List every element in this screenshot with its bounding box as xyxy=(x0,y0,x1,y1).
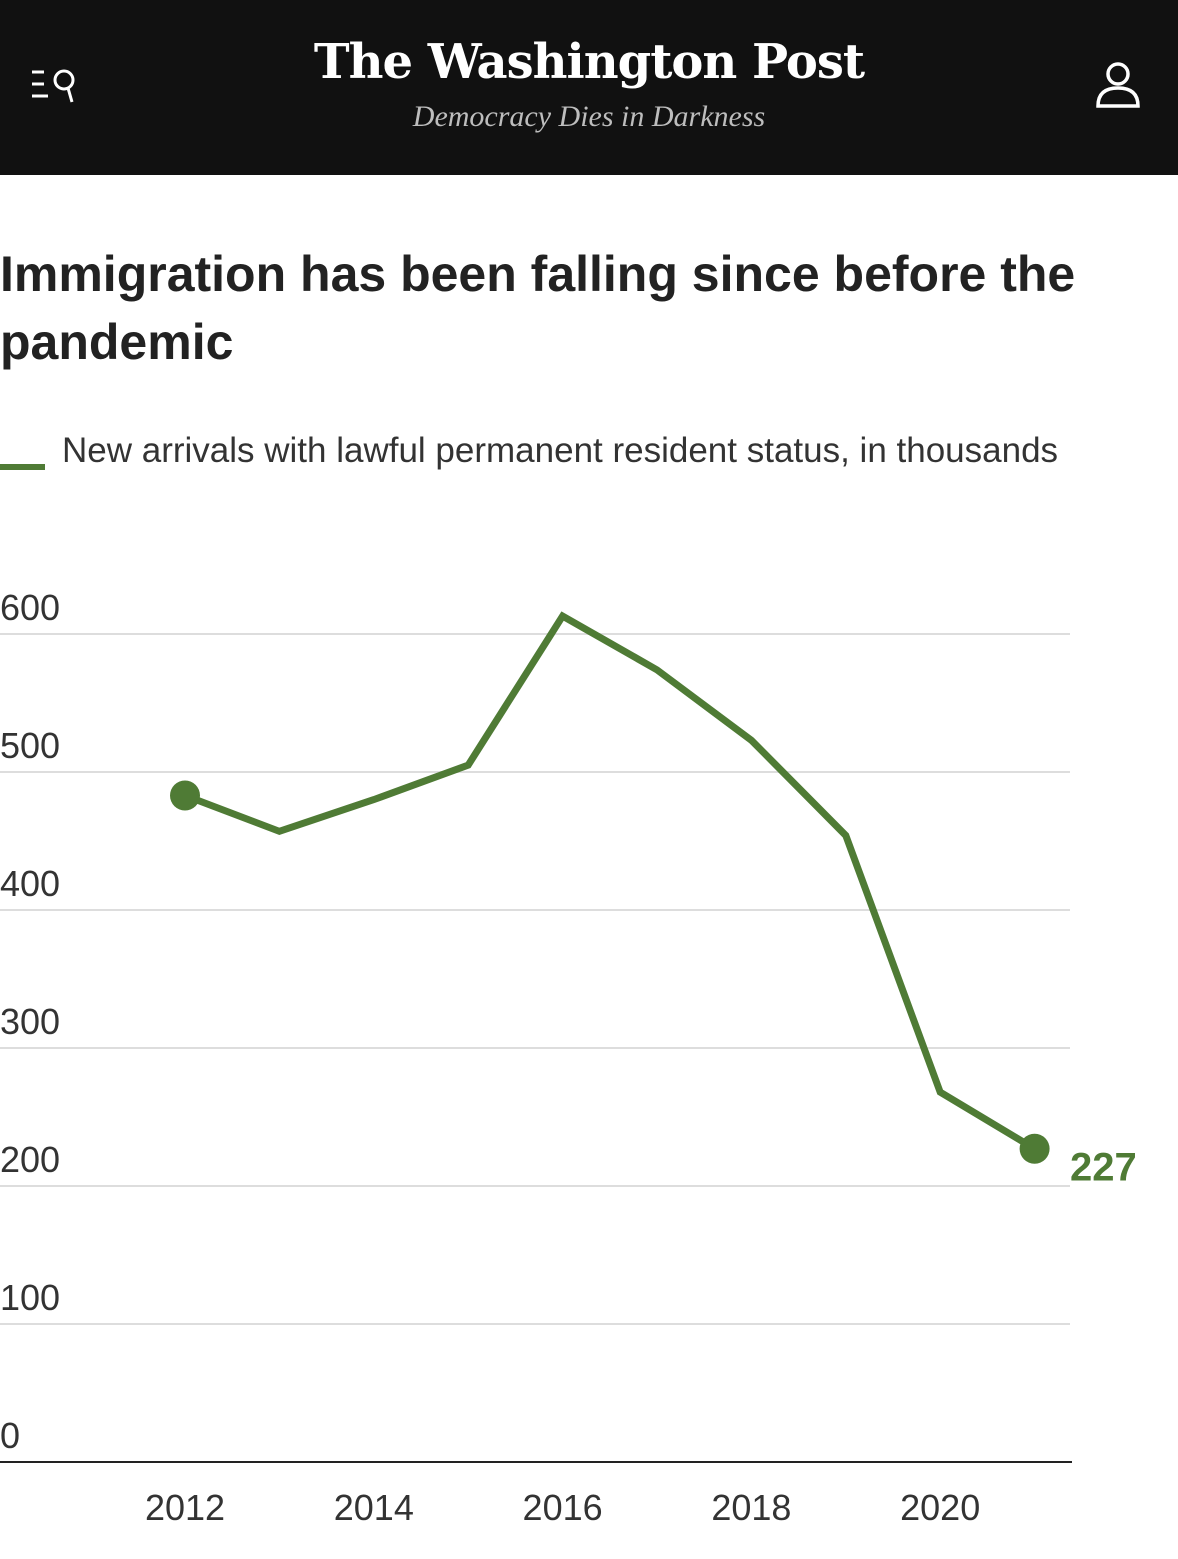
user-account-button[interactable] xyxy=(1094,60,1142,110)
menu-search-button[interactable] xyxy=(28,62,80,106)
chart-title: Immigration has been falling since befor… xyxy=(0,246,1076,370)
x-tick-label: 2012 xyxy=(145,1487,225,1528)
x-tick-label: 2016 xyxy=(523,1487,603,1528)
line-chart: 0 100 200 300 400 500 600 2012 2014 2016 2018 2020 2… xyxy=(0,587,1137,1528)
x-tick-label: 2020 xyxy=(900,1487,980,1528)
menu-search-icon xyxy=(32,69,75,103)
y-tick-label: 300 xyxy=(0,1001,60,1042)
x-tick-label: 2018 xyxy=(711,1487,791,1528)
series-line xyxy=(183,611,1037,1152)
y-tick-label: 0 xyxy=(0,1415,20,1456)
y-tick-label: 100 xyxy=(0,1277,60,1318)
user-icon xyxy=(1096,62,1140,108)
legend-swatch xyxy=(0,464,45,470)
y-tick-label: 400 xyxy=(0,863,60,904)
tagline: Democracy Dies in Darkness xyxy=(412,100,766,133)
y-tick-label: 200 xyxy=(0,1139,60,1180)
end-value-label: 227 xyxy=(1070,1146,1137,1190)
y-tick-label: 500 xyxy=(0,725,60,766)
washington-post-logo[interactable]: The Washington Post xyxy=(313,34,865,90)
site-header: The Washington Post Democracy Dies in Da… xyxy=(0,0,1178,175)
x-tick-label: 2014 xyxy=(334,1487,414,1528)
end-point xyxy=(1019,1133,1050,1164)
legend-label: New arrivals with lawful permanent resid… xyxy=(62,431,1059,470)
start-point xyxy=(170,780,200,811)
y-tick-label: 600 xyxy=(0,587,60,628)
